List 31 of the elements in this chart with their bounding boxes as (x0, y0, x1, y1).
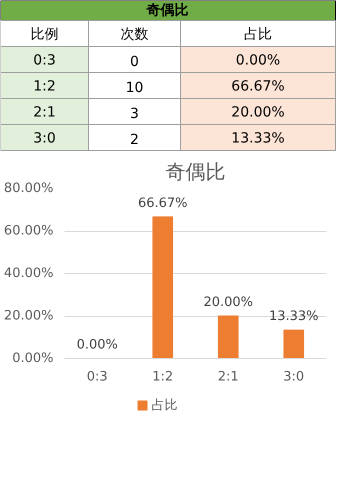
chart-title: 奇偶比 (166, 160, 226, 184)
text: 次数 (120, 26, 148, 42)
text: 13.33% (231, 130, 285, 146)
data-label: 20.00% (203, 295, 254, 310)
x-tick-label: 1:2 (152, 370, 174, 384)
x-tick-label: 3:0 (283, 370, 304, 384)
y-tick-label: 40.00% (4, 266, 54, 281)
text: 3:0 (33, 130, 56, 146)
text: 占比 (244, 26, 272, 42)
text: 10 (126, 80, 144, 96)
data-label: 66.67% (138, 196, 188, 211)
legend-label: 占比 (152, 398, 178, 413)
text: 0:3 (33, 52, 56, 68)
text: 奇偶比 (146, 2, 188, 18)
x-tick-label: 2:1 (218, 370, 239, 384)
text: 20.00% (231, 104, 285, 120)
y-tick-label: 0.00% (12, 351, 54, 366)
text: 1:2 (33, 78, 56, 94)
data-label: 13.33% (268, 309, 319, 324)
y-tick-label: 60.00% (4, 224, 54, 238)
data-label: 0.00% (76, 338, 118, 352)
text: 66.67% (231, 78, 285, 94)
text: 0 (130, 54, 139, 70)
text: 比例 (30, 26, 58, 42)
text: 2 (130, 132, 139, 148)
text: 3 (130, 106, 139, 122)
text: 0.00% (236, 52, 280, 68)
text: 2:1 (33, 104, 56, 120)
y-tick-label: 80.00% (4, 181, 54, 196)
x-tick-label: 0:3 (86, 370, 108, 384)
y-tick-label: 20.00% (4, 308, 54, 324)
